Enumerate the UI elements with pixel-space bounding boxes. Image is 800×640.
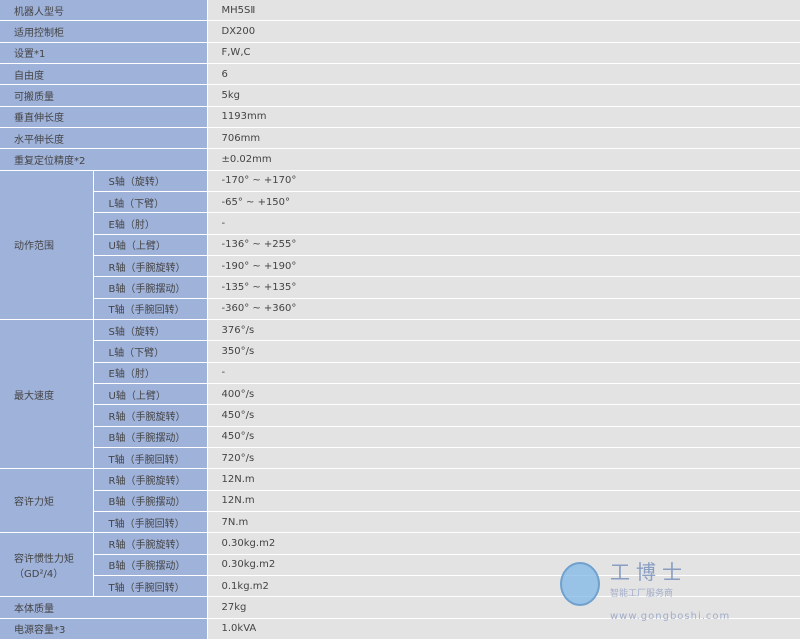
spec-label: 电源容量*3	[0, 618, 208, 640]
spec-value: 450°/s	[207, 404, 800, 427]
spec-label: 设置*1	[0, 42, 208, 64]
table-row: B轴（手腕摆动） 0.30kg.m2	[0, 554, 800, 576]
table-row: 重复定位精度*2 ±0.02mm	[0, 148, 800, 171]
table-row: 垂直伸长度 1193mm	[0, 106, 800, 128]
spec-value: 5kg	[207, 84, 800, 107]
table-row: T轴（手腕回转） 7N.m	[0, 511, 800, 534]
axis-label: B轴（手腕摆动）	[93, 276, 208, 299]
spec-value: 12N.m	[207, 490, 800, 512]
table-row: 机器人型号 MH5SⅡ	[0, 0, 800, 22]
axis-label: T轴（手腕回转）	[93, 298, 208, 320]
spec-value: 0.30kg.m2	[207, 554, 800, 576]
axis-label: L轴（下臂）	[93, 191, 208, 214]
axis-label: R轴（手腕旋转）	[93, 255, 208, 278]
axis-label: U轴（上臂）	[93, 234, 208, 256]
spec-value: 706mm	[207, 127, 800, 150]
spec-value: 12N.m	[207, 468, 800, 491]
spec-label: 可搬质量	[0, 84, 208, 107]
spec-value: 1.0kVA	[207, 618, 800, 640]
spec-value: 720°/s	[207, 447, 800, 470]
spec-value: -360° ~ +360°	[207, 298, 800, 320]
group-label: 最大速度	[0, 319, 94, 470]
table-row: L轴（下臂） 350°/s	[0, 340, 800, 363]
table-row: 动作范围 S轴（旋转） -170° ~ +170°	[0, 170, 800, 320]
spec-value: 0.30kg.m2	[207, 532, 800, 555]
table-row: 本体质量 27kg	[0, 596, 800, 619]
axis-label: T轴（手腕回转）	[93, 511, 208, 534]
spec-value: -170° ~ +170°	[207, 170, 800, 192]
spec-value: 7N.m	[207, 511, 800, 534]
table-row: R轴（手腕旋转） -190° ~ +190°	[0, 255, 800, 278]
table-row: 设置*1 F,W,C	[0, 42, 800, 64]
axis-label: U轴（上臂）	[93, 383, 208, 406]
spec-value: -65° ~ +150°	[207, 191, 800, 214]
table-row: 自由度 6	[0, 63, 800, 86]
spec-value: -190° ~ +190°	[207, 255, 800, 278]
axis-label: R轴（手腕旋转）	[93, 404, 208, 427]
group-label: 动作范围	[0, 170, 94, 320]
spec-label: 适用控制柜	[0, 20, 208, 43]
spec-value: 450°/s	[207, 426, 800, 448]
spec-label: 重复定位精度*2	[0, 148, 208, 171]
table-row: B轴（手腕摆动） 12N.m	[0, 490, 800, 512]
spec-label: 水平伸长度	[0, 127, 208, 150]
table-row: B轴（手腕摆动） 450°/s	[0, 426, 800, 448]
axis-label: L轴（下臂）	[93, 340, 208, 363]
table-row: E轴（肘） -	[0, 362, 800, 384]
table-row: T轴（手腕回转） -360° ~ +360°	[0, 298, 800, 320]
axis-label: B轴（手腕摆动）	[93, 490, 208, 512]
spec-value: 0.1kg.m2	[207, 575, 800, 598]
spec-value: 400°/s	[207, 383, 800, 406]
spec-label: 自由度	[0, 63, 208, 86]
spec-value: F,W,C	[207, 42, 800, 64]
axis-label: B轴（手腕摆动）	[93, 426, 208, 448]
spec-value: DX200	[207, 20, 800, 43]
spec-value: 1193mm	[207, 106, 800, 128]
axis-label: T轴（手腕回转）	[93, 575, 208, 598]
table-row: T轴（手腕回转） 0.1kg.m2	[0, 575, 800, 598]
table-row: B轴（手腕摆动） -135° ~ +135°	[0, 276, 800, 299]
table-row: R轴（手腕旋转） 450°/s	[0, 404, 800, 427]
axis-label: E轴（肘）	[93, 362, 208, 384]
table-row: 容许惯性力矩（GD²/4） R轴（手腕旋转） 0.30kg.m2	[0, 532, 800, 598]
spec-value: -135° ~ +135°	[207, 276, 800, 299]
spec-value: -	[207, 362, 800, 384]
table-row: E轴（肘） -	[0, 212, 800, 235]
table-row: T轴（手腕回转） 720°/s	[0, 447, 800, 470]
spec-value: 350°/s	[207, 340, 800, 363]
axis-label: B轴（手腕摆动）	[93, 554, 208, 576]
spec-value: 376°/s	[207, 319, 800, 342]
table-row: 最大速度 S轴（旋转） 376°/s	[0, 319, 800, 470]
axis-label: E轴（肘）	[93, 212, 208, 235]
spec-value: -	[207, 212, 800, 235]
spec-value: -136° ~ +255°	[207, 234, 800, 256]
axis-label: T轴（手腕回转）	[93, 447, 208, 470]
axis-label: S轴（旋转）	[93, 319, 208, 342]
table-row: 适用控制柜 DX200	[0, 20, 800, 43]
axis-label: S轴（旋转）	[93, 170, 208, 192]
spec-value: ±0.02mm	[207, 148, 800, 171]
group-label: 容许力矩	[0, 468, 94, 534]
table-row: 水平伸长度 706mm	[0, 127, 800, 150]
axis-label: R轴（手腕旋转）	[93, 532, 208, 555]
spec-label: 机器人型号	[0, 0, 208, 22]
spec-label: 本体质量	[0, 596, 208, 619]
table-row: L轴（下臂） -65° ~ +150°	[0, 191, 800, 214]
table-row: 可搬质量 5kg	[0, 84, 800, 107]
table-row: U轴（上臂） -136° ~ +255°	[0, 234, 800, 256]
table-row: 容许力矩 R轴（手腕旋转） 12N.m	[0, 468, 800, 534]
axis-label: R轴（手腕旋转）	[93, 468, 208, 491]
spec-label: 垂直伸长度	[0, 106, 208, 128]
group-label: 容许惯性力矩（GD²/4）	[0, 532, 94, 598]
table-row: U轴（上臂） 400°/s	[0, 383, 800, 406]
spec-value: MH5SⅡ	[207, 0, 800, 22]
spec-value: 6	[207, 63, 800, 86]
table-row: 电源容量*3 1.0kVA	[0, 618, 800, 640]
spec-value: 27kg	[207, 596, 800, 619]
